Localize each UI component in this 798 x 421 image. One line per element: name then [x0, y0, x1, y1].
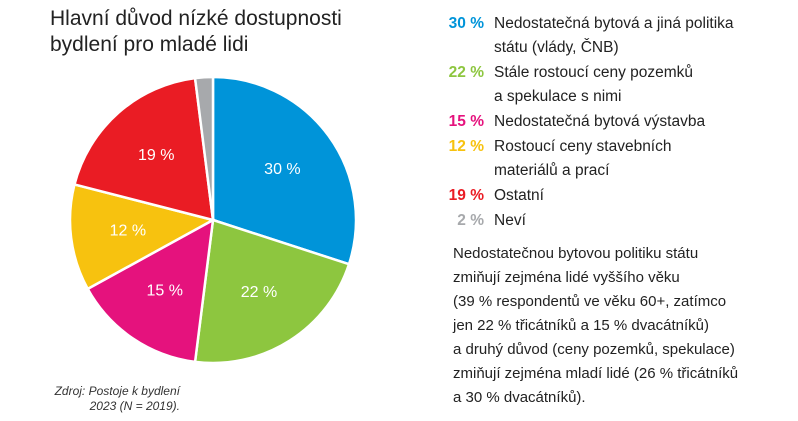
legend-item-1: 22 % Stále rostoucí ceny pozemků a spekula…: [424, 61, 794, 109]
source-note: Zdroj: Postoje k bydlení 2023 (N = 2019)…: [20, 384, 180, 414]
legend-percentage: 19 %: [448, 187, 484, 204]
legend-percentage: 2 %: [457, 212, 484, 229]
legend-percentage: 12 %: [448, 138, 484, 155]
legend-item-5: 2 % Neví: [424, 209, 794, 233]
legend-label-line-1: materiálů a prací: [494, 162, 610, 179]
chart-title: Hlavní důvod nízké dostupnosti bydlení p…: [50, 6, 380, 58]
legend-label: Stále rostoucí ceny pozemků a spekulace s…: [494, 61, 794, 109]
chart-title-line-2: bydlení pro mladé lidi: [50, 33, 249, 56]
pie-slice-label-1: 22 %: [241, 284, 277, 301]
pie-slice-label-2: 15 %: [147, 282, 183, 299]
note-line-4: a druhý důvod (ceny pozemků, spekulace): [453, 341, 735, 358]
legend-item-0: 30 % Nedostatečná bytová a jiná politika s…: [424, 12, 794, 60]
legend-item-4: 19 % Ostatní: [424, 184, 794, 208]
legend-label: Nedostatečná bytová a jiná politika státu…: [494, 12, 794, 60]
pie-slice-3: [68, 182, 217, 291]
legend-percentage: 22 %: [448, 64, 484, 81]
legend-label-line-0: Nedostatečná bytová a jiná politika: [494, 15, 734, 32]
note-line-6: a 30 % dvacátníků).: [453, 389, 586, 406]
legend-label: Nedostatečná bytová výstavba: [494, 110, 794, 134]
legend-label-line-0: Neví: [494, 212, 526, 229]
legend: 30 % Nedostatečná bytová a jiná politika s…: [424, 12, 794, 234]
source-line-2: 2023 (N = 2019).: [89, 399, 180, 413]
legend-label: Rostoucí ceny stavebních materiálů a prac…: [494, 135, 794, 183]
note-line-3: jen 22 % třicátníků a 15 % dvacátníků): [453, 317, 709, 334]
legend-label-line-0: Nedostatečná bytová výstavba: [494, 113, 706, 130]
explanatory-note: Nedostatečnou bytovou politiku státu zmiň…: [453, 242, 793, 410]
legend-label-line-0: Rostoucí ceny stavebních: [494, 138, 672, 155]
pie-slice-1: [193, 218, 351, 365]
legend-percentage: 15 %: [448, 113, 484, 130]
note-line-1: zmiňují zejména lidé vyššího věku: [453, 269, 680, 286]
legend-label-line-0: Stále rostoucí ceny pozemků: [494, 64, 694, 81]
pie-slice-2: [85, 217, 215, 364]
pie-chart: 30 % 22 % 15 % 12 % 19 %: [68, 75, 358, 365]
legend-label-line-1: státu (vlády, ČNB): [494, 39, 619, 56]
pie-slice-0: [211, 75, 358, 266]
legend-label-line-1: a spekulace s nimi: [494, 88, 622, 105]
pie-slice-label-4: 19 %: [138, 147, 174, 164]
note-line-2: (39 % respondentů ve věku 60+, zatímco: [453, 293, 727, 310]
legend-label: Neví: [494, 209, 794, 233]
legend-label: Ostatní: [494, 184, 794, 208]
legend-item-2: 15 % Nedostatečná bytová výstavba: [424, 110, 794, 134]
legend-label-line-0: Ostatní: [494, 187, 544, 204]
note-line-5: zmiňují zejména mladí lidé (26 % třicátn…: [453, 365, 739, 382]
pie-slice-label-0: 30 %: [264, 161, 300, 178]
legend-percentage: 30 %: [448, 15, 484, 32]
pie-slice-4: [72, 76, 215, 222]
legend-item-3: 12 % Rostoucí ceny stavebních materiálů a …: [424, 135, 794, 183]
chart-title-line-1: Hlavní důvod nízké dostupnosti: [50, 7, 342, 30]
source-line-1: Zdroj: Postoje k bydlení: [54, 384, 180, 398]
note-line-0: Nedostatečnou bytovou politiku státu: [453, 245, 699, 262]
pie-slice-5: [193, 75, 215, 221]
pie-slice-label-3: 12 %: [110, 222, 146, 239]
